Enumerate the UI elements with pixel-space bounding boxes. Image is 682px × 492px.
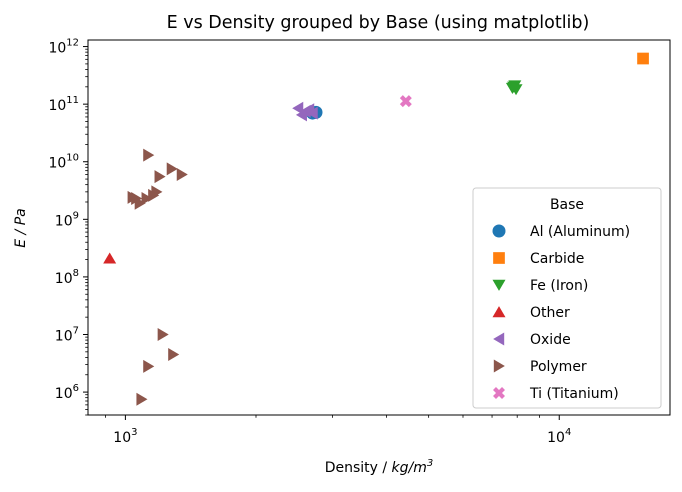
data-point (127, 190, 139, 204)
legend-marker (493, 387, 505, 399)
plot-frame (87, 39, 671, 416)
axes: 106 107 108 109 1010 1011 1012 103 104 (48, 38, 571, 446)
legend-label: Ti (Titanium) (529, 386, 619, 402)
legend-marker (493, 359, 505, 373)
y-tick-label: 1011 (48, 95, 79, 114)
legend-marker (492, 224, 506, 238)
legend-label: Fe (Iron) (530, 278, 588, 294)
legend-label: Polymer (530, 359, 587, 375)
legend-marker (493, 332, 505, 346)
data-point (103, 252, 117, 264)
x-tick-label: 104 (547, 427, 571, 446)
legend-label: Oxide (530, 332, 571, 348)
y-tick-label: 1010 (48, 153, 79, 172)
legend-box (472, 187, 662, 409)
x-axis-label: Density / kg/m3 (325, 458, 434, 476)
legend-marker (492, 279, 506, 291)
legend-marker (493, 252, 505, 264)
data-point (157, 327, 169, 341)
y-tick-label: 1012 (48, 38, 79, 57)
data-point (136, 392, 148, 406)
data-point (306, 106, 318, 120)
data-point (134, 196, 146, 210)
legend-marker (492, 306, 506, 318)
plot-area (103, 52, 649, 406)
y-tick-label: 108 (55, 268, 79, 287)
legend-label: Other (530, 305, 570, 321)
data-point (141, 191, 153, 205)
legend-title: Base (550, 197, 584, 213)
data-point (399, 95, 412, 108)
y-tick-label: 106 (55, 383, 79, 402)
x-tick-label: 103 (113, 427, 137, 446)
y-tick-label: 107 (55, 325, 79, 344)
y-tick-label: 109 (55, 210, 79, 229)
chart-title: E vs Density grouped by Base (using matp… (167, 13, 590, 33)
data-point (143, 359, 155, 373)
data-point (154, 170, 166, 184)
y-axis-label: E / Pa (13, 208, 29, 247)
data-point (168, 347, 180, 361)
data-point (176, 168, 188, 182)
legend: Base Al (Aluminum) Carbide Fe (Iron) Other Ox… (472, 187, 662, 409)
data-point (509, 84, 523, 96)
data-point (166, 162, 178, 176)
legend-label: Al (Aluminum) (530, 224, 630, 240)
data-point (295, 108, 307, 122)
legend-label: Carbide (530, 251, 584, 267)
data-point (637, 52, 649, 65)
data-point (143, 148, 155, 162)
